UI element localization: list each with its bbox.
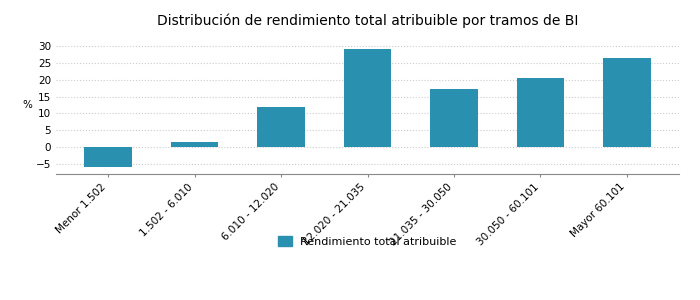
Bar — [344, 49, 391, 147]
Bar — [603, 58, 651, 147]
Bar — [517, 78, 564, 147]
Legend: Rendimiento total atribuible: Rendimiento total atribuible — [274, 232, 461, 251]
Bar — [430, 89, 477, 147]
Bar — [84, 147, 132, 167]
Bar — [258, 107, 304, 147]
Title: Distribución de rendimiento total atribuible por tramos de BI: Distribución de rendimiento total atribu… — [157, 14, 578, 28]
Y-axis label: %: % — [22, 100, 32, 110]
Bar — [171, 142, 218, 147]
